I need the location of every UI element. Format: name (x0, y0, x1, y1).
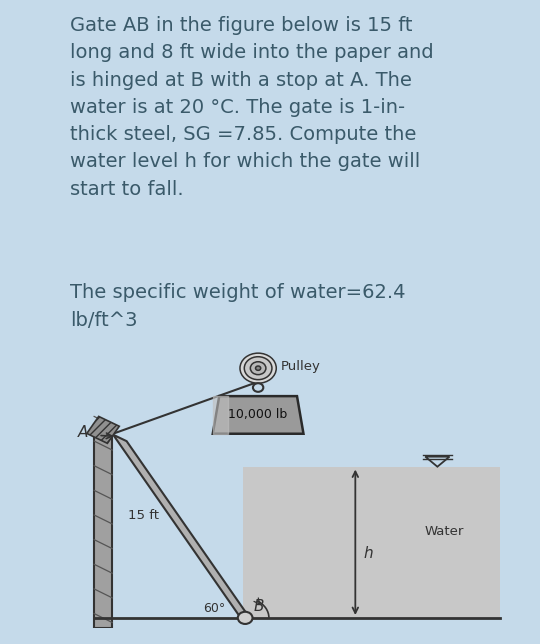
Polygon shape (94, 424, 112, 628)
Circle shape (251, 362, 266, 375)
Text: 10,000 lb: 10,000 lb (228, 408, 288, 421)
Text: B: B (254, 599, 264, 614)
Text: 60°: 60° (203, 602, 225, 616)
Text: h: h (364, 545, 374, 560)
Text: Gate AB in the figure below is 15 ft
long and 8 ft wide into the paper and
is hi: Gate AB in the figure below is 15 ft lon… (70, 16, 434, 198)
Text: A: A (78, 425, 89, 440)
Text: The specific weight of water=62.4
lb/ft^3: The specific weight of water=62.4 lb/ft^… (70, 283, 406, 330)
Polygon shape (113, 435, 252, 621)
Text: Water: Water (424, 525, 463, 538)
Text: 15 ft: 15 ft (129, 509, 159, 522)
Polygon shape (213, 396, 303, 434)
Circle shape (244, 357, 272, 380)
Circle shape (240, 353, 276, 383)
Polygon shape (243, 467, 500, 618)
Circle shape (255, 366, 261, 370)
Text: Pulley: Pulley (281, 360, 320, 373)
Circle shape (238, 612, 253, 624)
Polygon shape (87, 417, 119, 443)
